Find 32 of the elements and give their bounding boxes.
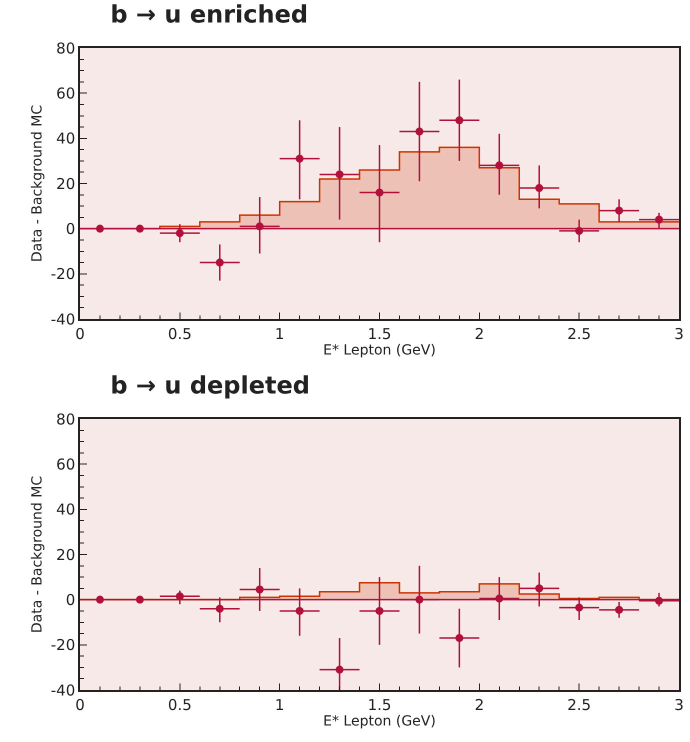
y-axis-title: Data - Background MC [30,476,46,634]
chart-title: b → u depleted [110,371,310,400]
y-tick-label: 60 [56,455,76,474]
y-tick-label: 80 [56,410,76,428]
x-tick-label: 1.5 [368,324,392,343]
x-tick-label: 1 [274,696,284,714]
y-tick-label: 0 [66,220,76,238]
y-tick-label: 40 [56,130,76,148]
y-tick-label: 80 [56,39,76,58]
x-tick-label: 1.5 [368,696,392,714]
y-tick-label: 40 [56,500,76,519]
x-tick-label: 3 [674,696,684,714]
x-axis-title: E* Lepton (GeV) [323,342,436,359]
x-tick-label: 3 [674,324,684,343]
y-tick-label: -20 [50,636,76,654]
x-tick-label: 1 [274,324,284,343]
chart-title: b → u enriched [110,0,308,28]
x-tick-label: 2.5 [567,696,592,714]
y-tick-label: 20 [56,174,76,193]
x-tick-label: 0.5 [168,696,192,714]
y-axis-title: Data - Background MC [30,104,46,262]
y-tick-label: 60 [56,84,76,102]
x-axis-title: E* Lepton (GeV) [323,714,436,730]
y-tick-label: 20 [56,546,76,564]
x-tick-label: 2 [474,696,484,714]
y-tick-label: -40 [50,681,76,700]
x-tick-label: 2.5 [567,324,592,343]
x-tick-label: 2 [474,324,484,343]
y-tick-label: 0 [66,590,76,609]
x-tick-label: 0.5 [168,324,192,343]
y-tick-label: -40 [50,310,76,328]
y-tick-label: -20 [50,265,76,284]
